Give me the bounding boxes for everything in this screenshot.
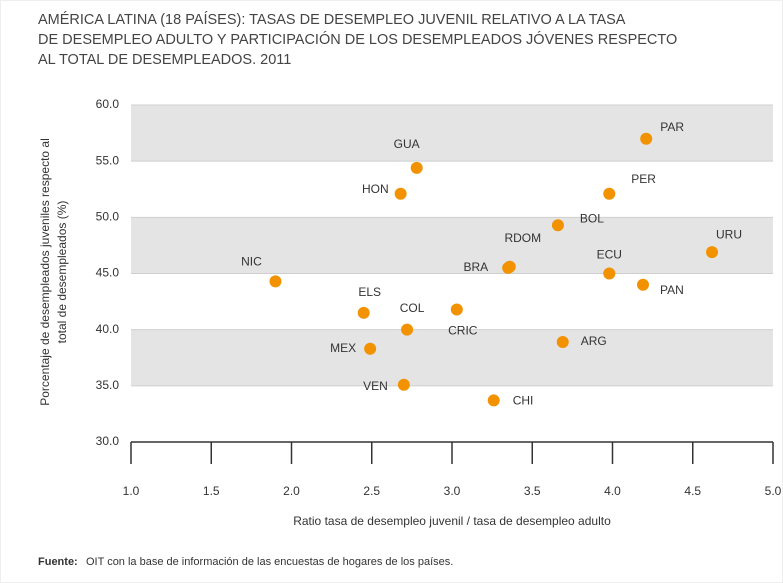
point-label: PER xyxy=(631,172,656,186)
point-label: RDOM xyxy=(504,231,541,245)
x-tick-label: 1.0 xyxy=(123,484,140,498)
y-tick-label: 35.0 xyxy=(96,378,120,392)
point-label: CHI xyxy=(513,394,534,408)
y-tick-label: 45.0 xyxy=(96,266,120,280)
point-label: PAN xyxy=(660,283,684,297)
point xyxy=(551,219,564,232)
source: OIT con la base de información de las en… xyxy=(86,556,453,568)
y-tick-label: 30.0 xyxy=(96,434,120,448)
x-tick-label: 3.5 xyxy=(524,484,541,498)
point-label: ARG xyxy=(581,334,607,348)
point-label: ELS xyxy=(358,285,381,299)
point xyxy=(706,246,719,259)
point xyxy=(397,378,410,391)
point xyxy=(394,187,407,200)
point-label: VEN xyxy=(363,379,388,393)
point-label: PAR xyxy=(660,120,684,134)
point xyxy=(487,394,500,407)
x-tick-label: 2.5 xyxy=(363,484,380,498)
chart-title: AMÉRICA LATINA (18 PAÍSES): TASAS DE DES… xyxy=(38,11,626,28)
point-label: ECU xyxy=(597,248,622,262)
point xyxy=(410,161,423,174)
point-label: BRA xyxy=(463,260,488,274)
y-tick-label: 40.0 xyxy=(96,322,120,336)
grid-band xyxy=(131,217,773,274)
point xyxy=(450,303,463,316)
point-label: NIC xyxy=(241,255,262,269)
point xyxy=(364,342,377,355)
grid-band xyxy=(131,105,773,162)
point-label: GUA xyxy=(394,137,420,151)
point-label: URU xyxy=(716,227,742,241)
point-label: MEX xyxy=(330,341,356,355)
point xyxy=(556,336,569,349)
point-label: BOL xyxy=(580,211,604,225)
y-tick-label: 50.0 xyxy=(96,210,120,224)
point xyxy=(357,306,370,319)
point xyxy=(636,278,649,291)
point xyxy=(401,323,414,336)
point-label: CRIC xyxy=(448,324,478,338)
x-axis-label: Ratio tasa de desempleo juvenil / tasa d… xyxy=(293,514,611,528)
point-label: COL xyxy=(400,301,425,315)
y-tick-label: 60.0 xyxy=(96,97,120,111)
grid-band xyxy=(131,329,773,386)
x-tick-label: 4.0 xyxy=(604,484,621,498)
point xyxy=(603,187,616,200)
point xyxy=(502,261,515,274)
x-tick-label: 3.0 xyxy=(444,484,461,498)
point-label: HON xyxy=(362,182,389,196)
point xyxy=(603,267,616,280)
y-axis-label: total de desempleados (%) xyxy=(55,201,69,344)
x-tick-label: 2.0 xyxy=(283,484,300,498)
source-label: Fuente: xyxy=(38,556,78,568)
chart-title: DE DESEMPLEO ADULTO Y PARTICIPACIÓN DE L… xyxy=(38,31,677,48)
y-tick-label: 55.0 xyxy=(96,153,120,167)
x-tick-label: 4.5 xyxy=(684,484,701,498)
chart-title: AL TOTAL DE DESEMPLEADOS. 2011 xyxy=(38,52,291,68)
point xyxy=(269,275,282,288)
point xyxy=(640,132,653,145)
y-axis-label: Porcentaje de desempleados juveniles res… xyxy=(38,138,52,406)
x-tick-label: 5.0 xyxy=(765,484,782,498)
x-tick-label: 1.5 xyxy=(203,484,220,498)
